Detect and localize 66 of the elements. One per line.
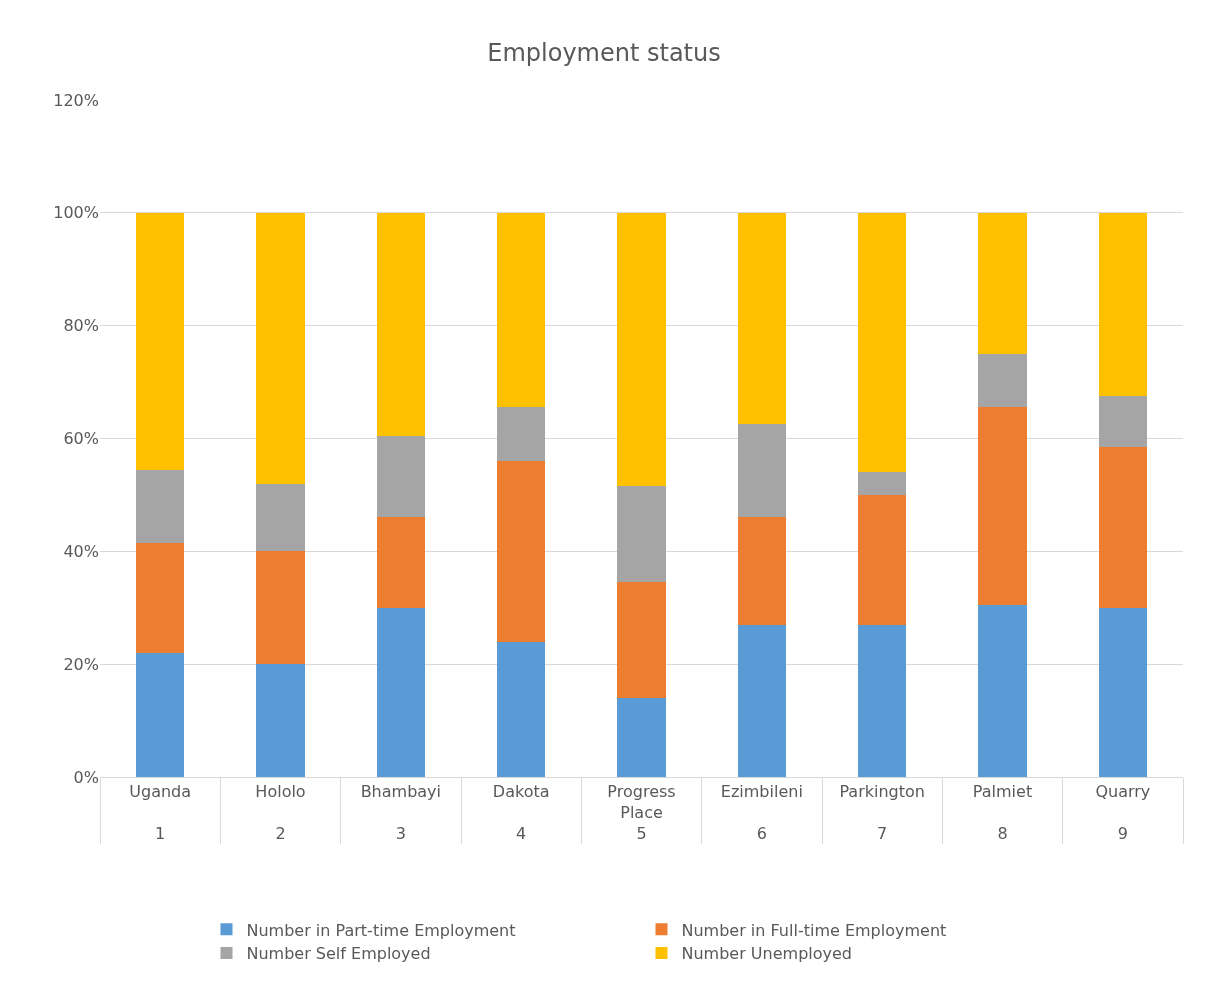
bar (376, 435, 425, 518)
legend-label: Number Unemployed (681, 944, 852, 964)
y-tick-label: 120% (53, 90, 99, 110)
bar (136, 212, 185, 470)
category-label: 7 (877, 824, 888, 843)
bar (978, 604, 1027, 777)
legend-label: Number in Part-time Employment (246, 920, 516, 940)
bar (497, 407, 546, 462)
y-tick-label: 40% (63, 541, 99, 561)
bar (737, 424, 786, 518)
legend-label: Number Self Employed (246, 944, 431, 964)
category-label: Uganda (129, 782, 192, 802)
bar (737, 212, 786, 425)
bar (497, 212, 546, 408)
y-tick-label: 80% (63, 316, 99, 336)
bar (136, 542, 185, 653)
bar (978, 212, 1027, 354)
category-label: 4 (516, 824, 527, 843)
category-label: Parkington (839, 782, 925, 802)
bar (256, 483, 305, 552)
category-label: 2 (275, 824, 286, 843)
bar (1098, 446, 1147, 608)
category-label: 8 (997, 824, 1008, 843)
bar (978, 353, 1027, 408)
bar (1098, 212, 1147, 397)
bar (1098, 396, 1147, 447)
bar (256, 212, 305, 484)
category-label: 9 (1117, 824, 1128, 843)
y-tick-label: 100% (53, 203, 99, 223)
y-tick-label: 60% (63, 429, 99, 449)
bar (737, 517, 786, 625)
bar (978, 407, 1027, 605)
chart-title: Employment status (487, 39, 721, 68)
legend-label: Number in Full-time Employment (681, 920, 947, 940)
category-label: Ezimbileni (720, 782, 803, 802)
category-label: Hololo (255, 782, 306, 802)
category-label: Progress Place (607, 782, 676, 822)
bar (617, 582, 666, 699)
bar (858, 494, 907, 625)
category-label: Quarry (1095, 782, 1151, 802)
category-label: 1 (155, 824, 166, 843)
bar (617, 698, 666, 777)
bar (737, 624, 786, 777)
category-label: 5 (636, 824, 647, 843)
bar (376, 607, 425, 777)
bar (376, 517, 425, 608)
bar (497, 641, 546, 777)
bar (858, 624, 907, 777)
bar (617, 486, 666, 583)
bar (136, 469, 185, 543)
bar (376, 212, 425, 436)
category-label: Dakota (492, 782, 550, 802)
y-tick-label: 20% (63, 654, 99, 674)
category-label: 6 (756, 824, 767, 843)
bar (256, 664, 305, 777)
bar (497, 461, 546, 642)
bar (858, 472, 907, 495)
y-tick-label: 0% (73, 767, 99, 787)
bar (256, 551, 305, 665)
bar (136, 652, 185, 777)
category-label: Bhambayi (360, 782, 442, 802)
bar (1098, 607, 1147, 777)
bar (858, 212, 907, 473)
category-label: 3 (395, 824, 406, 843)
category-label: Palmiet (972, 782, 1033, 802)
bar (617, 212, 666, 487)
